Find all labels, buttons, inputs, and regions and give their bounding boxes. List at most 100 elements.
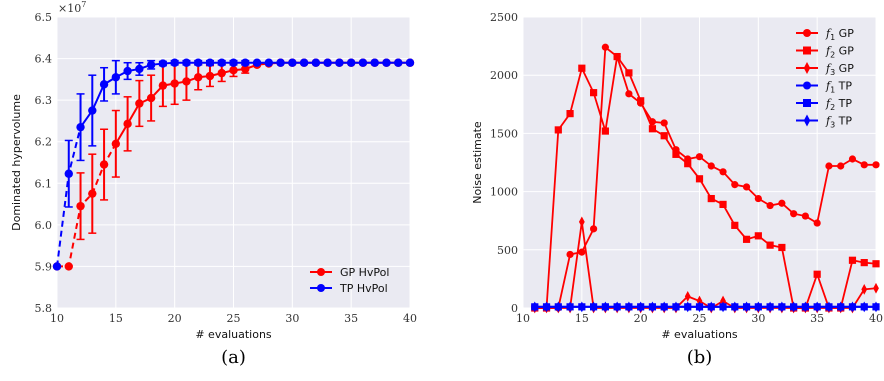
data-point bbox=[861, 283, 868, 295]
data-point bbox=[860, 161, 868, 169]
legend-marker bbox=[803, 114, 811, 127]
data-point bbox=[567, 301, 573, 313]
data-point bbox=[648, 125, 657, 133]
legend-item: f2 GP bbox=[796, 45, 854, 60]
legend-item: f1 GP bbox=[796, 27, 854, 42]
data-point bbox=[99, 80, 109, 89]
data-point bbox=[158, 59, 168, 68]
data-point bbox=[566, 110, 574, 118]
data-point bbox=[264, 58, 273, 67]
data-point bbox=[826, 301, 832, 313]
data-point bbox=[135, 99, 144, 108]
data-point bbox=[531, 301, 538, 313]
data-point bbox=[205, 58, 215, 67]
y-tick-label: 6.5 bbox=[35, 11, 53, 24]
legend-item: f3 GP bbox=[796, 62, 854, 77]
data-point bbox=[111, 139, 121, 148]
legend-label: f1 TP bbox=[825, 80, 852, 95]
data-point bbox=[194, 58, 203, 67]
legend-label: TP HvPol bbox=[339, 282, 388, 295]
x-tick-label: 35 bbox=[344, 312, 358, 325]
series-group-a bbox=[52, 58, 415, 271]
data-point bbox=[590, 89, 598, 97]
series-2 bbox=[52, 58, 415, 271]
data-point bbox=[754, 194, 762, 203]
data-point bbox=[358, 58, 368, 67]
x-tick-label: 10 bbox=[516, 312, 530, 325]
data-point bbox=[602, 301, 609, 313]
data-point bbox=[170, 79, 179, 88]
data-point bbox=[370, 58, 379, 67]
legend-marker bbox=[317, 268, 325, 276]
data-point bbox=[146, 93, 156, 103]
chart-panel-b: 10 15 20 25 30 35 40 0 500 1000 1500 2000 2500 f1 GP… bbox=[471, 11, 883, 368]
data-point bbox=[158, 81, 168, 90]
data-point bbox=[311, 58, 321, 67]
legend-a: GP HvPol TP HvPol bbox=[310, 266, 389, 295]
legend-item: f2 TP bbox=[796, 97, 852, 112]
x-tick-label: 20 bbox=[634, 312, 648, 325]
data-point bbox=[554, 126, 562, 134]
data-point bbox=[754, 232, 762, 240]
data-point bbox=[99, 160, 109, 169]
data-point bbox=[299, 58, 309, 67]
y-tick-label: 5.9 bbox=[35, 260, 53, 273]
data-point bbox=[241, 58, 250, 67]
data-point bbox=[731, 301, 738, 313]
data-point bbox=[695, 153, 704, 161]
x-tick-label: 35 bbox=[810, 312, 824, 325]
data-point bbox=[707, 194, 715, 203]
data-point bbox=[802, 301, 809, 313]
data-point bbox=[825, 162, 833, 170]
data-point bbox=[742, 235, 751, 243]
chart-panel-a: 10 15 20 25 30 35 40 5.8 5.9 6.0 6.1 6.2 6.3 6.4 6.5 G… bbox=[10, 0, 417, 368]
data-point bbox=[229, 58, 238, 67]
data-point bbox=[135, 64, 144, 74]
x-axis-label-a: # evaluations bbox=[195, 328, 272, 341]
data-point bbox=[123, 66, 132, 76]
y-axis-label-b: Noise estimate bbox=[471, 121, 484, 204]
data-point bbox=[578, 64, 586, 72]
data-point bbox=[52, 262, 62, 271]
data-point bbox=[123, 119, 132, 129]
data-point bbox=[241, 64, 250, 74]
legend-marker bbox=[803, 99, 811, 107]
data-point bbox=[405, 58, 415, 67]
data-point bbox=[88, 189, 97, 198]
x-tick-label: 15 bbox=[575, 312, 589, 325]
data-point bbox=[814, 301, 821, 313]
x-tick-label: 25 bbox=[227, 312, 241, 325]
data-point bbox=[719, 168, 727, 176]
x-tick-label: 30 bbox=[285, 312, 299, 325]
data-point bbox=[873, 282, 879, 294]
data-point bbox=[708, 301, 715, 313]
data-point bbox=[323, 58, 332, 67]
data-point bbox=[872, 260, 880, 268]
data-point bbox=[217, 68, 226, 78]
data-point bbox=[684, 290, 691, 302]
data-point bbox=[778, 301, 785, 313]
data-point bbox=[860, 259, 868, 267]
data-point bbox=[873, 301, 879, 313]
data-point bbox=[661, 301, 668, 313]
tick-labels-b: 10 15 20 25 30 35 40 0 500 1000 1500 2000 2500 bbox=[490, 11, 883, 325]
x-tick-label: 40 bbox=[869, 312, 883, 325]
data-point bbox=[626, 301, 632, 313]
data-point bbox=[672, 150, 680, 158]
y-tick-label: 6.1 bbox=[35, 177, 53, 190]
data-point bbox=[801, 212, 810, 220]
data-point bbox=[566, 250, 574, 259]
data-point bbox=[590, 225, 598, 233]
data-point bbox=[578, 301, 585, 313]
tick-labels-a: 10 15 20 25 30 35 40 5.8 5.9 6.0 6.1 6.2 6.3 6.4 6.5 bbox=[35, 11, 418, 325]
legend-item: f1 TP bbox=[796, 80, 852, 95]
data-point bbox=[205, 71, 215, 81]
data-point bbox=[335, 58, 344, 67]
data-point bbox=[252, 58, 262, 67]
data-point bbox=[276, 58, 285, 67]
legend-label: f3 TP bbox=[825, 115, 852, 130]
legend-marker bbox=[803, 46, 811, 55]
data-point bbox=[848, 155, 857, 163]
data-point bbox=[182, 77, 191, 86]
